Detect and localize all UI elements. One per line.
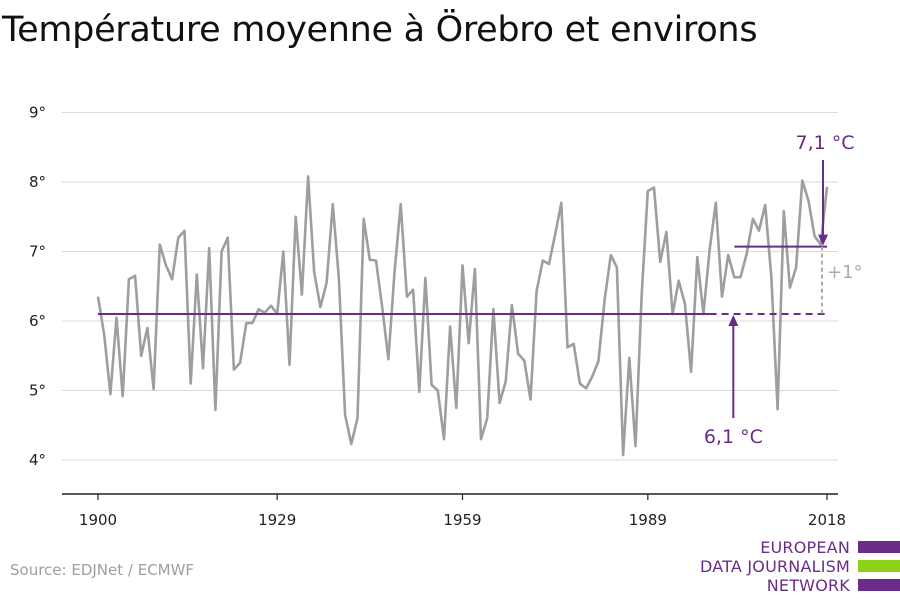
x-tick-label-2018: 2018: [808, 511, 846, 529]
logo-line-1: EUROPEAN: [760, 538, 850, 557]
x-tick-label-1900: 1900: [79, 511, 117, 529]
chart-title: Température moyenne à Örebro et environs: [2, 10, 758, 50]
arrow-recent-head: [818, 234, 828, 246]
difference-label: +1°: [827, 262, 863, 283]
temperature-series-line: [96, 175, 829, 457]
y-tick-label-4: 4°: [29, 451, 46, 469]
logo-bar-2: [858, 560, 900, 572]
y-tick-label-5: 5°: [29, 382, 46, 400]
y-tick-label-8: 8°: [29, 173, 46, 191]
x-tick-label-1989: 1989: [629, 511, 667, 529]
arrow-baseline-head: [728, 315, 739, 327]
logo-line-2: DATA JOURNALISM: [700, 557, 850, 576]
logo-bar-3: [858, 579, 900, 591]
source-note: Source: EDJNet / ECMWF: [10, 561, 195, 579]
y-tick-label-7: 7°: [29, 243, 46, 261]
edjnet-logo: EUROPEAN DATA JOURNALISM NETWORK: [700, 537, 900, 597]
y-tick-label-6: 6°: [29, 312, 46, 330]
baseline-average-label: 6,1 °C: [704, 426, 763, 448]
y-tick-label-9: 9°: [29, 104, 46, 122]
x-tick-label-1959: 1959: [443, 511, 481, 529]
recent-average-label: 7,1 °C: [795, 132, 854, 154]
logo-line-3: NETWORK: [766, 576, 850, 595]
logo-bar-1: [858, 541, 900, 553]
x-tick-label-1929: 1929: [258, 511, 296, 529]
